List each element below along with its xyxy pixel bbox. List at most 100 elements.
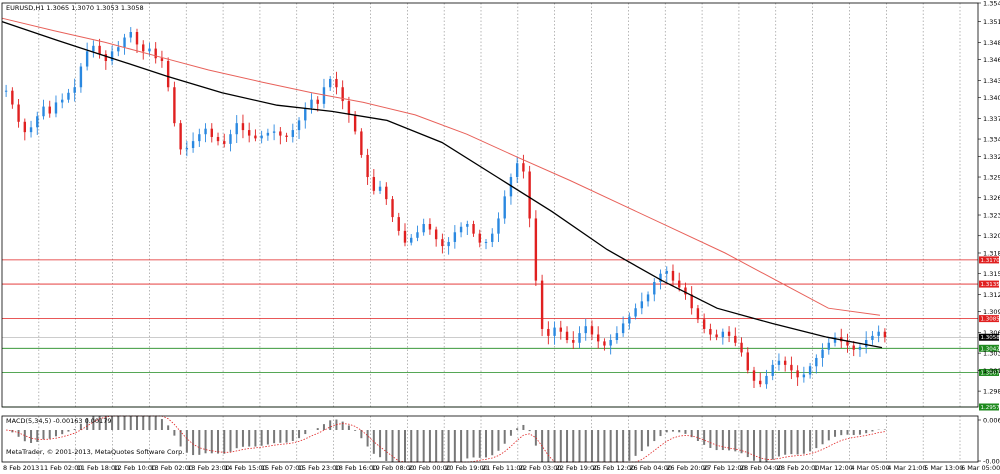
bull-candle-body	[653, 282, 656, 295]
bull-candle-body	[578, 333, 581, 343]
bull-candle-body	[628, 316, 631, 324]
price-tick-label: 1.3010	[983, 367, 1000, 375]
price-tick-label: 1.3035	[983, 350, 1000, 358]
bull-candle-body	[621, 323, 625, 334]
bear-candle-body	[540, 280, 544, 329]
bear-candle-body	[883, 331, 887, 338]
bull-candle-body	[491, 233, 494, 242]
bear-candle-body	[846, 341, 849, 346]
price-tick-label: 1.3235	[983, 212, 1000, 220]
time-tick-label: 15 Feb 23:00	[298, 464, 341, 472]
bull-candle-body	[640, 301, 644, 309]
time-tick-label: 22 Feb 03:00	[519, 464, 562, 472]
bear-candle-body	[759, 380, 762, 385]
bull-candle-body	[410, 237, 413, 243]
bear-candle-body	[353, 114, 357, 132]
bull-candle-body	[609, 340, 612, 346]
bear-candle-body	[366, 154, 369, 178]
price-tick-label: 1.3180	[983, 249, 1000, 257]
macd-header: MACD(5,34,5) -0.00163 0.00179	[6, 417, 111, 425]
bear-candle-body	[341, 87, 344, 102]
bear-candle-body	[528, 171, 531, 219]
bear-candle-body	[391, 199, 394, 218]
bull-candle-body	[185, 148, 189, 150]
time-tick-label: 28 Feb 20:00	[777, 464, 820, 472]
bull-candle-body	[229, 134, 232, 144]
level-price-label: 1.3007	[981, 370, 1000, 376]
level-price-label: 1.2957	[981, 405, 1000, 411]
time-tick-label: 26 Feb 04:00	[629, 464, 672, 472]
bull-candle-body	[42, 106, 45, 117]
bull-candle-body	[453, 232, 457, 242]
bear-candle-body	[428, 223, 432, 230]
level-price-tag	[979, 256, 999, 264]
bull-candle-body	[198, 134, 201, 142]
time-tick-label: 14 Feb 15:00	[224, 464, 267, 472]
axes	[1, 2, 981, 463]
bull-candle-body	[665, 270, 668, 274]
bull-candle-body	[123, 37, 126, 48]
copyright-footer: MetaTrader, © 2001-2013, MetaQuotes Soft…	[6, 448, 184, 456]
bull-candle-body	[36, 116, 39, 128]
bull-candle-body	[877, 331, 880, 336]
bear-candle-body	[216, 136, 220, 142]
time-tick-label: 11 Feb 02:00	[40, 464, 83, 472]
bull-candle-body	[67, 92, 70, 100]
bear-candle-body	[104, 54, 108, 62]
time-tick-label: 1 Mar 12:00	[814, 464, 853, 472]
bull-candle-body	[765, 375, 768, 385]
bear-candle-body	[547, 328, 550, 336]
current-price-tag	[979, 333, 999, 341]
bear-candle-body	[279, 131, 282, 136]
price-tick-label: 1.3290	[983, 174, 1000, 182]
bull-candle-body	[117, 47, 120, 52]
bear-candle-body	[752, 370, 756, 381]
bear-candle-body	[727, 331, 731, 336]
bear-candle-body	[23, 121, 27, 133]
price-tick-label: 1.3485	[983, 39, 1000, 47]
bear-candle-body	[397, 217, 400, 231]
bull-candle-body	[634, 308, 637, 317]
bull-candle-body	[416, 232, 419, 238]
bull-candle-body	[515, 163, 519, 178]
bear-candle-body	[48, 106, 51, 114]
bull-candle-body	[659, 273, 662, 283]
price-tick-label: 1.3065	[983, 329, 1000, 337]
bull-candle-body	[422, 223, 425, 233]
symbol-header: EURUSD,H1 1.3065 1.3070 1.3053 1.3058	[6, 4, 144, 12]
level-price-tag	[979, 280, 999, 288]
bear-candle-body	[360, 131, 363, 155]
bear-candle-body	[135, 32, 139, 45]
price-tick-label: 1.3460	[983, 56, 1000, 64]
bull-candle-body	[858, 346, 862, 350]
current-price-label: 1.3058	[981, 335, 1000, 341]
bear-candle-body	[796, 370, 799, 378]
bear-candle-body	[478, 233, 481, 243]
bear-candle-body	[746, 352, 749, 371]
bull-candle-body	[79, 66, 83, 88]
time-tick-label: 8 Feb 2013	[3, 464, 39, 472]
bear-candle-body	[472, 223, 475, 234]
bull-candle-body	[615, 333, 619, 341]
bear-candle-body	[166, 61, 170, 88]
bear-candle-body	[434, 229, 438, 240]
time-tick-label: 26 Feb 20:00	[666, 464, 709, 472]
bull-candle-body	[310, 99, 313, 108]
bull-candle-body	[191, 141, 195, 149]
bear-candle-body	[671, 270, 675, 281]
time-tick-label: 11 Feb 18:00	[77, 464, 120, 472]
bull-candle-body	[85, 51, 89, 67]
price-tick-label: 1.3375	[983, 115, 1000, 123]
bull-candle-body	[864, 340, 868, 347]
bear-candle-body	[254, 135, 257, 139]
bear-candle-body	[522, 163, 525, 172]
price-tick-label: 1.3542	[983, 0, 1000, 8]
bear-candle-body	[690, 294, 693, 309]
bear-candle-body	[559, 327, 562, 332]
bull-candle-body	[833, 337, 837, 343]
bull-candle-body	[821, 349, 824, 358]
bear-candle-body	[715, 334, 718, 338]
bull-candle-body	[771, 364, 774, 376]
